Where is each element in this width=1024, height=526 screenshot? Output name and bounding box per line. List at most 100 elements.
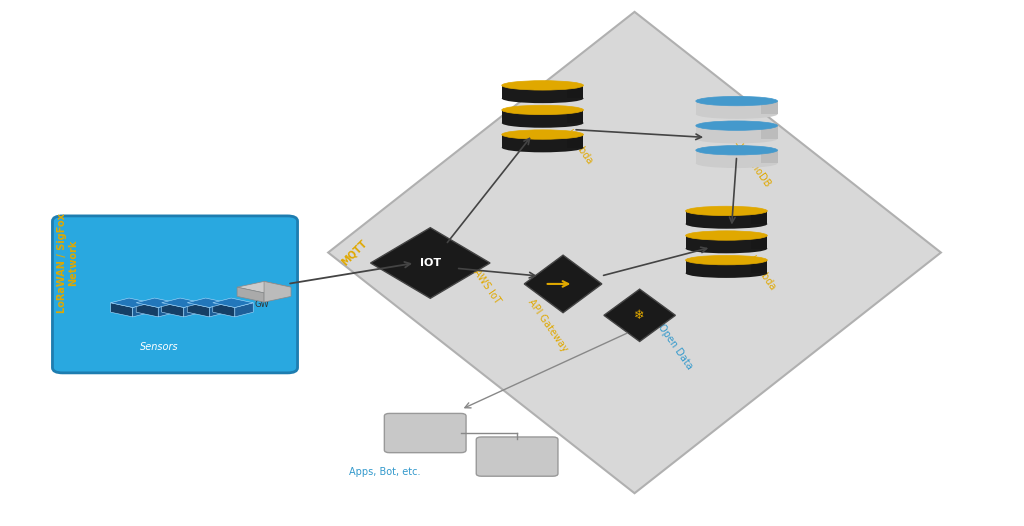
FancyBboxPatch shape bbox=[52, 216, 298, 373]
Ellipse shape bbox=[502, 118, 584, 128]
Bar bbox=[502, 135, 584, 148]
Ellipse shape bbox=[696, 159, 777, 168]
Bar bbox=[767, 101, 769, 114]
Bar bbox=[578, 135, 580, 148]
Polygon shape bbox=[111, 303, 133, 317]
Bar bbox=[502, 110, 584, 123]
Bar bbox=[753, 211, 755, 224]
Ellipse shape bbox=[502, 80, 584, 90]
Bar bbox=[569, 85, 571, 98]
Polygon shape bbox=[328, 12, 941, 493]
Ellipse shape bbox=[502, 105, 584, 115]
Bar bbox=[763, 126, 765, 139]
Polygon shape bbox=[136, 298, 176, 308]
Bar bbox=[763, 150, 765, 164]
Ellipse shape bbox=[502, 94, 584, 103]
Polygon shape bbox=[136, 303, 159, 317]
Text: IOT: IOT bbox=[420, 258, 441, 268]
Polygon shape bbox=[162, 298, 202, 308]
Bar bbox=[502, 85, 584, 98]
Polygon shape bbox=[213, 298, 253, 308]
Bar bbox=[578, 110, 580, 123]
Ellipse shape bbox=[686, 231, 767, 240]
Ellipse shape bbox=[696, 134, 777, 144]
Polygon shape bbox=[187, 298, 227, 308]
Text: Open Data: Open Data bbox=[656, 322, 694, 371]
Polygon shape bbox=[234, 303, 253, 317]
Polygon shape bbox=[524, 255, 602, 312]
Bar bbox=[757, 260, 759, 273]
Polygon shape bbox=[238, 287, 264, 302]
Bar bbox=[765, 260, 767, 273]
Text: Sensors: Sensors bbox=[140, 342, 179, 352]
Bar bbox=[763, 236, 765, 249]
Bar bbox=[775, 101, 777, 114]
Bar bbox=[573, 135, 575, 148]
Bar bbox=[775, 150, 777, 164]
Bar bbox=[751, 236, 753, 249]
Bar bbox=[571, 135, 573, 148]
Bar bbox=[773, 150, 775, 164]
Text: Apps, Bot, etc.: Apps, Bot, etc. bbox=[348, 467, 420, 477]
Bar bbox=[773, 101, 775, 114]
Bar bbox=[753, 260, 755, 273]
Polygon shape bbox=[162, 303, 183, 317]
Bar bbox=[763, 211, 765, 224]
Bar bbox=[575, 110, 578, 123]
Bar bbox=[773, 126, 775, 139]
Ellipse shape bbox=[686, 219, 767, 229]
Bar bbox=[696, 150, 777, 164]
Bar bbox=[757, 211, 759, 224]
Bar bbox=[765, 150, 767, 164]
Bar bbox=[769, 150, 771, 164]
Bar bbox=[771, 126, 773, 139]
Bar bbox=[771, 150, 773, 164]
Bar bbox=[759, 211, 761, 224]
Bar bbox=[775, 126, 777, 139]
Bar bbox=[761, 236, 763, 249]
Text: LoRaWAN / SigFox
Network: LoRaWAN / SigFox Network bbox=[57, 213, 79, 313]
Bar bbox=[759, 260, 761, 273]
Bar bbox=[582, 85, 584, 98]
Ellipse shape bbox=[686, 244, 767, 254]
FancyBboxPatch shape bbox=[384, 413, 466, 453]
Bar bbox=[755, 260, 757, 273]
Ellipse shape bbox=[502, 130, 584, 139]
Bar bbox=[567, 110, 569, 123]
Bar bbox=[569, 110, 571, 123]
Polygon shape bbox=[264, 281, 291, 302]
Bar bbox=[575, 135, 578, 148]
Bar bbox=[765, 126, 767, 139]
Polygon shape bbox=[133, 303, 152, 317]
Bar bbox=[767, 126, 769, 139]
Bar bbox=[765, 101, 767, 114]
Bar bbox=[771, 101, 773, 114]
Polygon shape bbox=[371, 228, 490, 298]
Bar bbox=[759, 236, 761, 249]
Bar bbox=[567, 135, 569, 148]
Bar bbox=[567, 85, 569, 98]
Bar bbox=[753, 236, 755, 249]
Bar bbox=[573, 110, 575, 123]
Bar bbox=[765, 211, 767, 224]
Bar bbox=[686, 260, 767, 273]
Bar bbox=[571, 85, 573, 98]
Polygon shape bbox=[111, 298, 152, 308]
Bar bbox=[761, 101, 763, 114]
Bar bbox=[755, 236, 757, 249]
Text: Lambda: Lambda bbox=[563, 129, 594, 167]
Ellipse shape bbox=[686, 206, 767, 216]
Bar bbox=[769, 126, 771, 139]
Ellipse shape bbox=[696, 96, 777, 106]
Bar bbox=[580, 110, 582, 123]
Polygon shape bbox=[159, 303, 176, 317]
Ellipse shape bbox=[696, 121, 777, 130]
Bar bbox=[578, 85, 580, 98]
Polygon shape bbox=[209, 303, 227, 317]
Text: ❄: ❄ bbox=[635, 309, 645, 322]
Bar bbox=[686, 211, 767, 224]
Bar bbox=[580, 85, 582, 98]
Polygon shape bbox=[187, 303, 209, 317]
Bar bbox=[686, 236, 767, 249]
Bar bbox=[696, 101, 777, 114]
